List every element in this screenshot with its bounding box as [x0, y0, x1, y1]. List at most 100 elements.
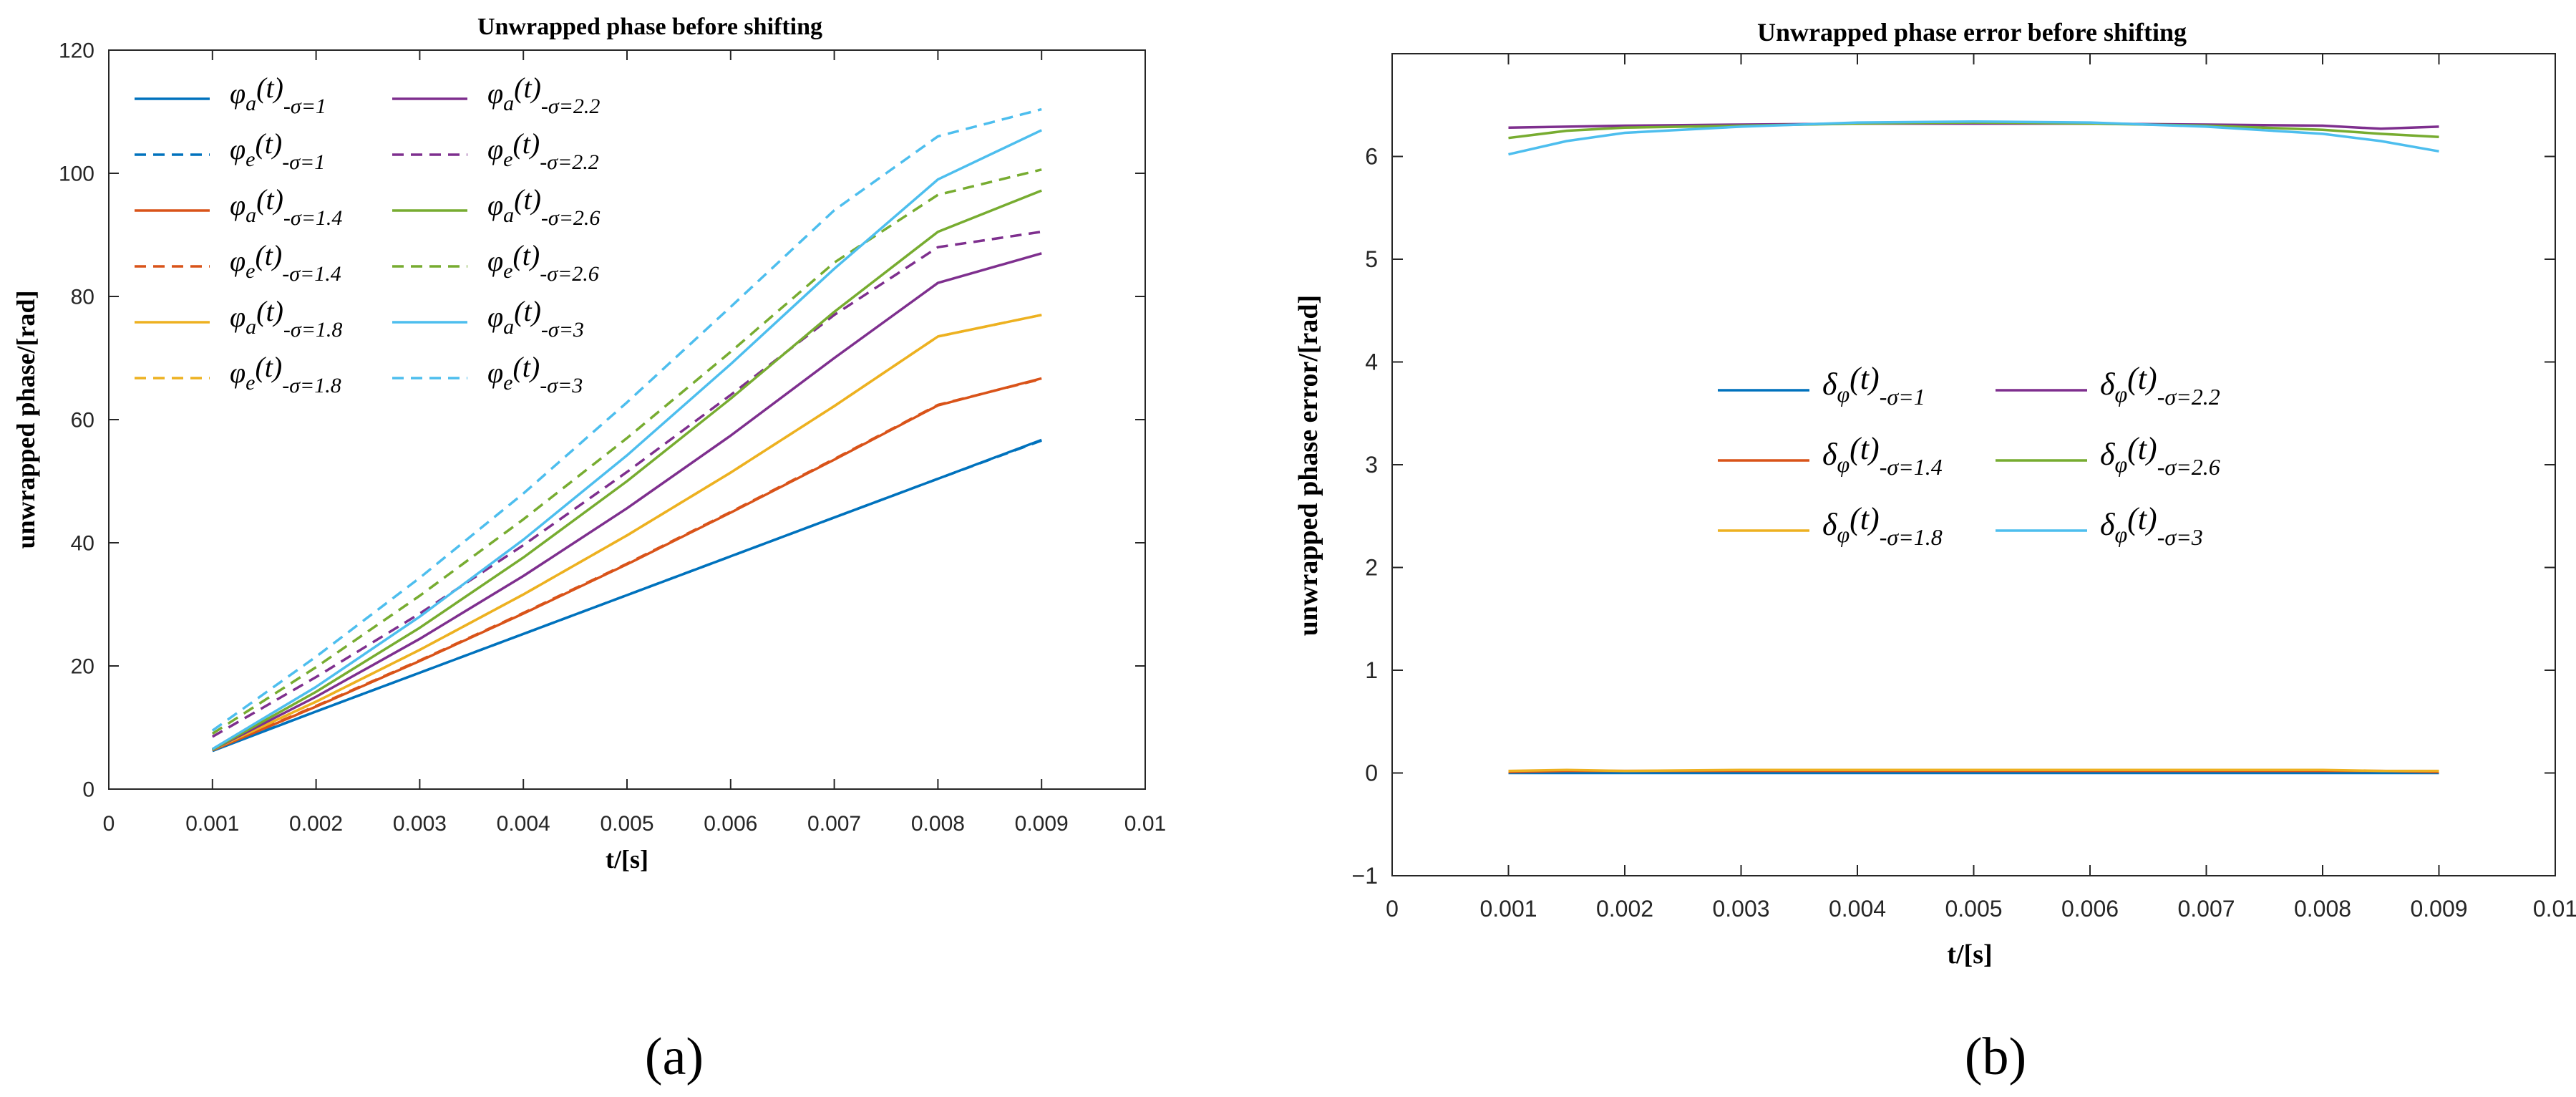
- x-tick-label: 0.002: [289, 812, 343, 836]
- y-tick-label: 80: [71, 286, 94, 309]
- chart-a-x-ticks: 0 0.001 0.002 0.003 0.004 0.005 0.006 0.007 0.00…: [103, 50, 1166, 836]
- legend-item: φa(t)-σ=1.4: [135, 183, 342, 230]
- y-tick-label: 20: [71, 655, 94, 679]
- x-tick-label: 0: [103, 812, 115, 836]
- x-tick-label: 0.004: [1829, 896, 1886, 922]
- x-tick-label: 0.002: [1596, 896, 1653, 922]
- chart-b-plot-area: [1391, 53, 2556, 876]
- series-line: [212, 252, 1042, 751]
- legend-item: δφ(t)-σ=2.6: [1996, 431, 2220, 480]
- x-tick-label: 0.001: [185, 812, 239, 836]
- series-line: [212, 314, 1042, 751]
- chart-b-title: Unwrapped phase error before shifting: [1757, 18, 2187, 47]
- legend-label: φe(t)-σ=1: [230, 127, 325, 174]
- caption-b: (b): [1965, 1028, 2026, 1086]
- x-tick-label: 0.01: [2533, 896, 2576, 922]
- y-tick-label: 5: [1365, 246, 1378, 272]
- series-line: [211, 189, 1042, 751]
- x-tick-label: 0.007: [2177, 896, 2235, 922]
- chart-a-series: [211, 107, 1042, 753]
- legend-item: φa(t)-σ=1: [135, 72, 326, 118]
- legend-item: δφ(t)-σ=3: [1996, 501, 2203, 550]
- y-tick-label: 40: [71, 532, 94, 556]
- legend-item: φe(t)-σ=2.6: [392, 239, 599, 286]
- x-tick-label: 0.006: [2061, 896, 2119, 922]
- legend-label: φe(t)-σ=1.8: [230, 351, 341, 397]
- y-tick-label: 6: [1365, 144, 1378, 170]
- legend-item: φa(t)-σ=2.6: [392, 183, 600, 230]
- x-tick-label: 0.004: [497, 812, 550, 836]
- chart-b-x-label: t/[s]: [1947, 939, 1992, 970]
- y-tick-label: 0: [82, 778, 94, 802]
- legend-item: φa(t)-σ=2.2: [392, 72, 600, 118]
- legend-item: δφ(t)-σ=2.2: [1996, 361, 2220, 410]
- legend-item: δφ(t)-σ=1: [1718, 361, 1925, 410]
- x-tick-label: 0.006: [704, 812, 757, 836]
- x-tick-label: 0.005: [600, 812, 653, 836]
- y-tick-label: 4: [1365, 349, 1378, 375]
- legend-label: φa(t)-σ=1: [230, 72, 326, 118]
- legend-label: δφ(t)-σ=1.8: [1822, 501, 1943, 550]
- x-tick-label: 0: [1386, 896, 1399, 922]
- y-tick-label: 1: [1365, 657, 1378, 683]
- chart-a-legend: φa(t)-σ=1 φe(t)-σ=1 φa(t)-σ=1.4 φe(t)-σ=1.4…: [135, 72, 600, 397]
- series-line: [211, 230, 1042, 738]
- x-tick-label: 0.008: [2294, 896, 2351, 922]
- x-tick-label: 0.005: [1945, 896, 2002, 922]
- y-tick-label: 3: [1365, 452, 1378, 478]
- y-tick-label: 2: [1365, 555, 1378, 581]
- legend-label: δφ(t)-σ=1: [1822, 361, 1925, 410]
- legend-label: δφ(t)-σ=3: [2100, 501, 2203, 550]
- legend-label: δφ(t)-σ=2.6: [2100, 431, 2220, 480]
- chart-b-x-ticks: 0 0.001 0.002 0.003 0.004 0.005 0.006 0.007 0.00…: [1386, 54, 2576, 922]
- chart-a-y-ticks: 0 20 40 60 80 100 120: [59, 39, 1145, 802]
- chart-a-y-label: unwrapped phase/[rad]: [11, 290, 40, 548]
- x-tick-label: 0.003: [1712, 896, 1769, 922]
- series-line: [212, 377, 1042, 751]
- legend-label: φe(t)-σ=2.2: [487, 127, 599, 174]
- legend-label: φe(t)-σ=2.6: [487, 239, 599, 286]
- legend-item: φe(t)-σ=2.2: [392, 127, 599, 174]
- x-tick-label: 0.01: [1124, 812, 1166, 836]
- caption-a: (a): [645, 1028, 704, 1086]
- x-tick-label: 0.009: [1015, 812, 1069, 836]
- legend-label: δφ(t)-σ=2.2: [2100, 361, 2220, 410]
- legend-label: φe(t)-σ=3: [487, 351, 583, 397]
- series-line: [211, 129, 1042, 750]
- series-line: [212, 438, 1042, 753]
- legend-label: φa(t)-σ=3: [487, 295, 584, 342]
- legend-item: φe(t)-σ=1.4: [135, 239, 341, 286]
- legend-label: φa(t)-σ=2.6: [487, 183, 600, 230]
- y-tick-label: 100: [59, 163, 94, 186]
- x-tick-label: 0.007: [807, 812, 861, 836]
- y-tick-label: 120: [59, 39, 94, 63]
- y-tick-label: 60: [71, 409, 94, 432]
- chart-b-y-ticks: −1 0 1 2 3 4 5 6: [1352, 144, 2555, 889]
- series-line: [1508, 120, 2439, 156]
- legend-item: δφ(t)-σ=1.4: [1718, 431, 1943, 480]
- legend-item: φe(t)-σ=1.8: [135, 351, 341, 397]
- legend-item: δφ(t)-σ=1.8: [1718, 501, 1943, 550]
- x-tick-label: 0.008: [911, 812, 965, 836]
- chart-b-y-label: unwrapped phase error/[rad]: [1293, 295, 1323, 636]
- y-tick-label: 0: [1365, 760, 1378, 786]
- series-line: [211, 168, 1042, 735]
- legend-label: φa(t)-σ=2.2: [487, 72, 600, 118]
- legend-item: φe(t)-σ=1: [135, 127, 325, 174]
- legend-label: δφ(t)-σ=1.4: [1822, 431, 1943, 480]
- x-tick-label: 0.001: [1479, 896, 1537, 922]
- legend-item: φe(t)-σ=3: [392, 351, 583, 397]
- legend-label: φa(t)-σ=1.8: [230, 295, 342, 342]
- legend-label: φa(t)-σ=1.4: [230, 183, 342, 230]
- legend-label: φe(t)-σ=1.4: [230, 239, 341, 286]
- series-line: [211, 107, 1042, 732]
- legend-item: φa(t)-σ=1.8: [135, 295, 342, 342]
- x-tick-label: 0.003: [393, 812, 447, 836]
- chart-a-title: Unwrapped phase before shifting: [477, 14, 822, 40]
- x-tick-label: 0.009: [2410, 896, 2467, 922]
- y-tick-label: −1: [1352, 863, 1378, 889]
- chart-b-legend: δφ(t)-σ=1 δφ(t)-σ=1.4 δφ(t)-σ=1.8 δφ(t)-σ=2…: [1718, 361, 2220, 550]
- chart-a-x-label: t/[s]: [606, 845, 648, 874]
